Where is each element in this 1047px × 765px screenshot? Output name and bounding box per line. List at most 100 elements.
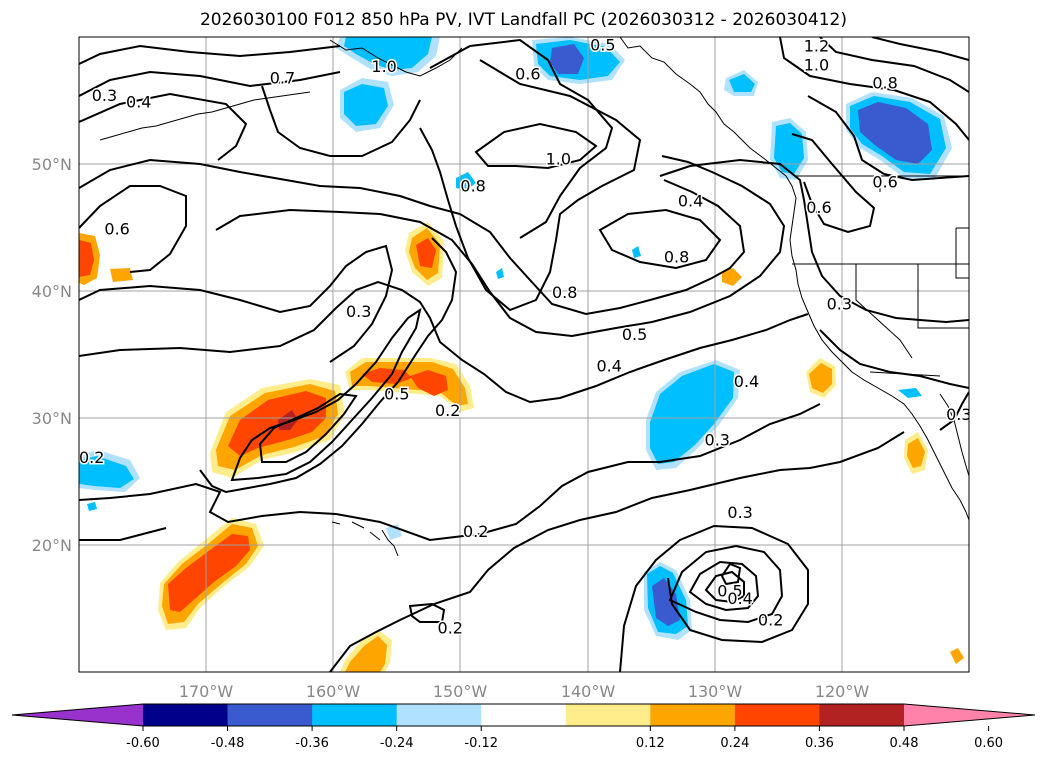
contour-label: 0.3 — [705, 430, 730, 449]
shade-neg-58n — [344, 84, 388, 126]
contour-label: 0.8 — [664, 247, 689, 266]
contour-0-4 — [79, 244, 394, 363]
contour-label: 0.6 — [515, 65, 540, 84]
contour-label: 0.2 — [758, 611, 783, 630]
contour-closed-0-8 — [598, 208, 722, 270]
colorbar-under-arrow — [12, 704, 143, 726]
shade-neg-117w-core — [858, 102, 932, 164]
shade-neg-135w-core — [652, 578, 680, 626]
contour-top-1 — [79, 44, 341, 65]
lat-label-20n: 20°N — [32, 536, 72, 555]
latitude-labels: 50°N 40°N 30°N 20°N — [32, 155, 72, 555]
border-state-c — [855, 264, 913, 359]
lat-label-50n: 50°N — [32, 155, 72, 174]
shade-neg-coast-31n — [898, 388, 922, 398]
shade-small-west — [110, 268, 133, 282]
border-state-d — [917, 264, 969, 329]
coast-aleutians — [99, 91, 311, 141]
contour-label: 0.3 — [346, 302, 371, 321]
coast-north-america — [619, 37, 969, 521]
contour-label: 0.3 — [827, 294, 852, 313]
contour-label: 0.6 — [104, 220, 129, 239]
contour-label: 0.2 — [435, 401, 460, 420]
contour-label: 0.4 — [126, 93, 151, 112]
colorbar-bin — [650, 704, 736, 726]
negative-shading — [79, 37, 952, 640]
contour-0-6 — [79, 158, 746, 316]
contour-label: 0.5 — [590, 35, 615, 54]
colorbar-tick-label: 0.60 — [974, 736, 1003, 751]
contour-0-6-south — [720, 562, 742, 586]
lon-label-140w: 140°W — [561, 682, 616, 701]
lon-label-150w: 150°W — [433, 682, 488, 701]
contour-0-2-c — [619, 524, 809, 672]
colorbar-tick-label: 0.12 — [636, 736, 665, 751]
contour-central-2 — [261, 85, 421, 157]
shade-neg-49n — [456, 172, 476, 190]
colorbar-tick-label: -0.36 — [295, 736, 329, 751]
contour-label: 0.6 — [872, 173, 897, 192]
shade-neg-41n-dot — [496, 268, 504, 279]
graticule — [79, 37, 969, 672]
pv-contours — [79, 37, 969, 672]
shade-neg-142w-core — [550, 44, 584, 74]
contour-top-2 — [79, 70, 341, 97]
contour-west-closed — [79, 185, 187, 273]
shade-neg-133w — [650, 364, 734, 464]
contour-ne-2 — [819, 37, 969, 93]
lon-label-160w: 160°W — [306, 682, 361, 701]
shade-neg-west — [79, 456, 134, 488]
border-state-e — [955, 227, 969, 279]
map-plot-area: 0.3 0.5 0.2 0.2 0.2 0.2 0.6 0.7 1.0 0.4 0.3 0.6 0.5 1… — [79, 35, 971, 672]
contour-label: 1.0 — [546, 150, 571, 169]
colorbar-bin — [819, 704, 905, 726]
colorbar-bin — [565, 704, 651, 726]
contour-label: 0.8 — [872, 73, 897, 92]
contour-east-0-3 — [659, 158, 969, 324]
colorbar-bin — [734, 704, 820, 726]
shade-155w-43n-core — [416, 238, 436, 268]
contour-label: 0.4 — [678, 192, 703, 211]
shade-bottom — [345, 636, 387, 672]
shade-coast-34n — [809, 363, 832, 393]
contour-0-2-a — [79, 403, 821, 542]
contour-central-1 — [419, 59, 642, 312]
contour-0-3-south — [668, 544, 784, 624]
shade-coast-41n — [722, 268, 742, 286]
shade-south-band-core — [168, 534, 250, 612]
contour-label: 0.3 — [727, 503, 752, 522]
contour-ne-4 — [807, 95, 969, 182]
colorbar-tick-label: -0.12 — [464, 736, 498, 751]
contour-labels: 0.3 0.5 0.2 0.2 0.2 0.2 0.6 0.7 1.0 0.4 0.3 0.6 0.5 1… — [79, 35, 971, 639]
contour-closed-0-2-small — [408, 602, 446, 623]
colorbar-tick-label: -0.60 — [126, 736, 160, 751]
contour-label: 0.8 — [552, 283, 577, 302]
contour-label: 1.2 — [804, 37, 829, 56]
shade-neg-west-dot — [87, 502, 97, 511]
contour-0-5-south — [704, 570, 745, 604]
colorbar-bin — [396, 704, 482, 726]
contour-0-5 — [215, 155, 786, 338]
colorbar-bin — [481, 704, 567, 726]
contour-label: 0.5 — [622, 325, 647, 344]
longitude-labels: 170°W 160°W 150°W 140°W 130°W 120°W — [179, 682, 870, 701]
contour-label: 0.3 — [946, 405, 971, 424]
contour-label: 0.7 — [270, 68, 295, 87]
contour-label: 1.0 — [804, 56, 829, 75]
contour-label: 0.8 — [460, 176, 485, 195]
colorbar-tick-label: 0.24 — [720, 736, 749, 751]
colorbar-bins — [143, 704, 905, 726]
contour-label: 0.2 — [438, 618, 463, 637]
coast-alaska-peninsula — [329, 39, 463, 77]
contour-label: 0.4 — [596, 357, 621, 376]
contour-label: 0.5 — [717, 581, 742, 600]
colorbar-tick-label: -0.24 — [380, 736, 414, 751]
contour-ne-3 — [871, 37, 969, 61]
contour-east-0-3-b — [939, 391, 969, 431]
contour-label: 0.2 — [79, 448, 104, 467]
positive-shading — [79, 222, 964, 672]
plot-frame — [78, 36, 970, 673]
contour-ne-1 — [779, 37, 969, 141]
contour-label: 0.5 — [384, 385, 409, 404]
